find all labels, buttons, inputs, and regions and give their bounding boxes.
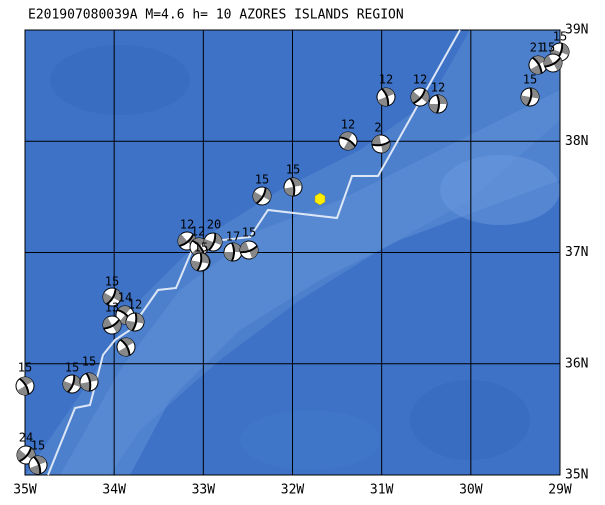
lat-label: 38N (565, 134, 588, 149)
event-label: 14 (118, 291, 132, 305)
event-label: 15 (105, 275, 119, 289)
event-label: 12 (180, 218, 194, 232)
beachball-core (33, 456, 42, 475)
event-label: 15 (31, 439, 45, 453)
lon-label: 34W (102, 483, 126, 498)
beachball-core (531, 57, 543, 74)
beachball-core (208, 232, 217, 251)
beachball-core (412, 88, 426, 104)
event-label: 15 (523, 73, 537, 87)
lat-label: 36N (565, 356, 588, 371)
beachball-core (526, 87, 533, 106)
event-label: 15 (18, 361, 32, 375)
event-label: 15 (255, 173, 269, 187)
beachball-core (544, 56, 561, 68)
beachball-core (371, 140, 390, 147)
lon-label: 31W (370, 483, 394, 498)
epicenter (314, 192, 326, 206)
beachball-core (381, 88, 390, 107)
beachball-core (231, 243, 235, 261)
beachball-core (105, 288, 117, 305)
event-label: 15 (541, 41, 555, 55)
beachball (102, 315, 122, 335)
event-label: 15 (82, 355, 96, 369)
event-label: 21 (530, 41, 544, 55)
beachball-core (67, 374, 76, 393)
lat-label: 35N (565, 468, 588, 483)
event-label: 12 (431, 81, 445, 95)
beachball (223, 242, 243, 262)
beachball (371, 134, 391, 154)
beachball-core (289, 178, 296, 197)
event-label: 13 (105, 301, 119, 315)
beachball (203, 232, 223, 252)
event-label: 15 (242, 226, 256, 240)
lon-label: 30W (459, 483, 483, 498)
lat-label: 37N (565, 245, 588, 260)
event-label: 15 (553, 30, 567, 44)
beachball-core (18, 446, 32, 462)
beachball (125, 312, 145, 332)
event-label: 12 (341, 118, 355, 132)
event-label: 20 (207, 218, 221, 232)
beachball (116, 337, 136, 357)
event-label: 15 (286, 163, 300, 177)
event-label: 24 (19, 431, 33, 445)
event-label: 17 (226, 230, 240, 244)
beachball (410, 87, 430, 107)
beachball (79, 372, 99, 392)
beachball (252, 186, 272, 206)
beachball-core (339, 136, 356, 148)
title: E201907080039A M=4.6 h= 10 AZORES ISLAND… (28, 8, 404, 23)
lon-label: 32W (281, 483, 305, 498)
event-label: 12 (413, 73, 427, 87)
event-label: 12 (379, 73, 393, 87)
beachball (376, 87, 396, 107)
lon-label: 35W (13, 483, 37, 498)
beachball (520, 87, 540, 107)
beachball-core (255, 187, 267, 204)
beachball-core (178, 233, 194, 247)
event-label: 15 (194, 241, 208, 255)
lon-label: 29W (548, 483, 572, 498)
beachball (102, 287, 122, 307)
beachball-core (131, 312, 138, 331)
beachball-core (18, 378, 30, 395)
beachball (528, 55, 548, 75)
beachball-core (436, 95, 440, 113)
beachball (338, 131, 358, 151)
beachball (543, 53, 563, 73)
beachball (28, 455, 48, 475)
event-label: 12 (128, 298, 142, 312)
beachball-core (103, 318, 120, 330)
beachball (428, 94, 448, 114)
event-label: 12 (191, 225, 205, 239)
beachball (239, 240, 259, 260)
beachball-core (196, 252, 203, 271)
beachball (190, 252, 210, 272)
lat-label: 39N (565, 23, 588, 38)
beachball-core (239, 245, 258, 254)
event-label: 15 (65, 361, 79, 375)
beachball-core (85, 373, 92, 392)
beachball (283, 177, 303, 197)
event-label: 2 (374, 121, 381, 135)
beachball (62, 374, 82, 394)
beachball-core (119, 339, 131, 356)
lon-label: 33W (192, 483, 216, 498)
beachball (15, 376, 35, 396)
graticule (24, 29, 561, 476)
